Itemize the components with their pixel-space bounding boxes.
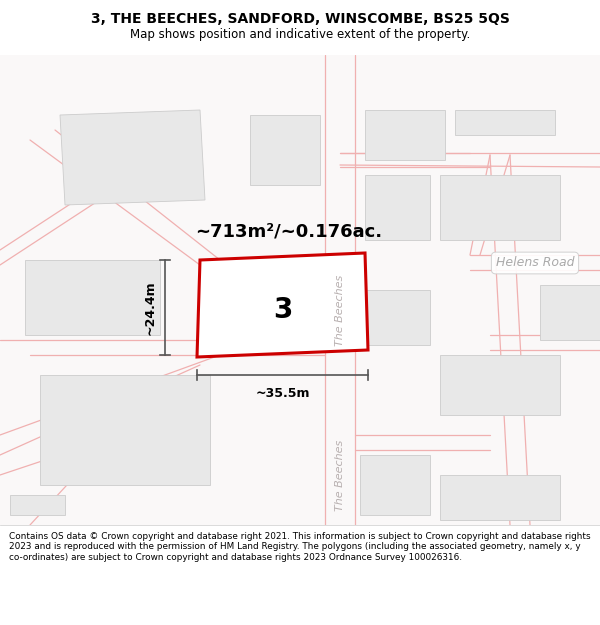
Text: ~24.4m: ~24.4m	[144, 280, 157, 335]
Polygon shape	[197, 253, 368, 357]
Text: 3: 3	[274, 296, 293, 324]
Polygon shape	[25, 260, 160, 335]
Text: Contains OS data © Crown copyright and database right 2021. This information is : Contains OS data © Crown copyright and d…	[9, 532, 590, 562]
Text: Helens Road: Helens Road	[496, 256, 574, 269]
Text: ~713m²/~0.176ac.: ~713m²/~0.176ac.	[195, 222, 382, 240]
Polygon shape	[455, 110, 555, 135]
Polygon shape	[60, 110, 205, 205]
Polygon shape	[440, 175, 560, 240]
Text: Map shows position and indicative extent of the property.: Map shows position and indicative extent…	[130, 28, 470, 41]
Polygon shape	[365, 110, 445, 160]
Polygon shape	[540, 285, 600, 340]
Text: 3, THE BEECHES, SANDFORD, WINSCOMBE, BS25 5QS: 3, THE BEECHES, SANDFORD, WINSCOMBE, BS2…	[91, 12, 509, 26]
Polygon shape	[250, 115, 320, 185]
Polygon shape	[10, 495, 65, 515]
Text: ~35.5m: ~35.5m	[255, 387, 310, 400]
Polygon shape	[440, 475, 560, 520]
Text: The Beeches: The Beeches	[335, 274, 345, 346]
Polygon shape	[360, 455, 430, 515]
Polygon shape	[365, 175, 430, 240]
Polygon shape	[440, 355, 560, 415]
Polygon shape	[225, 280, 335, 340]
Polygon shape	[40, 375, 210, 485]
Polygon shape	[365, 290, 430, 345]
Text: The Beeches: The Beeches	[335, 439, 345, 511]
